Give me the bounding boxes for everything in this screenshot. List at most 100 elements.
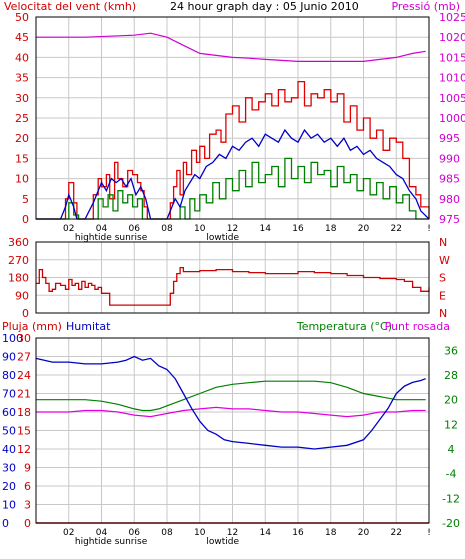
humidity-y-tick-label: 100 bbox=[2, 332, 23, 345]
temperature-y-tick-label: 36 bbox=[444, 344, 458, 357]
rain-y-tick-label: 6 bbox=[24, 480, 31, 493]
wind-x-tick-label: 12 bbox=[227, 224, 238, 234]
temperature-y-tick-label: 4 bbox=[448, 443, 455, 456]
wind-x-tick-label: 20 bbox=[358, 224, 370, 234]
rain-x-tick-label: 08 bbox=[161, 528, 173, 538]
wind-y-tick-label: 0 bbox=[22, 213, 29, 226]
compass-label: S bbox=[439, 272, 446, 285]
wind-x-tick-label: 08 bbox=[161, 224, 173, 234]
humidity-y-tick-label: 60 bbox=[2, 406, 16, 419]
rain-x-annotation: lowtide bbox=[206, 537, 239, 547]
humidity-y-tick-label: 30 bbox=[2, 462, 16, 475]
wind-y-tick-label: 30 bbox=[15, 92, 29, 105]
chart-title: 24 hour graph day : 05 Junio 2010 bbox=[170, 0, 359, 13]
temperature-axis-title: Temperatura (°C) bbox=[296, 320, 392, 333]
rain-x-tick-label: ! bbox=[427, 528, 431, 538]
wind-x-tick-label: 10 bbox=[194, 224, 206, 234]
humidity-y-tick-label: 70 bbox=[2, 388, 16, 401]
wind-x-tick-label: 06 bbox=[129, 224, 141, 234]
wind-low-series bbox=[36, 157, 429, 220]
humidity-series bbox=[35, 355, 426, 450]
dewpoint-series bbox=[36, 406, 426, 418]
temperature-y-tick-label: 20 bbox=[444, 394, 458, 407]
rain-x-tick-label: 02 bbox=[63, 528, 74, 538]
wind-gust-series bbox=[36, 80, 430, 220]
rain-x-tick-label: 14 bbox=[260, 528, 272, 538]
direction-y-tick-label: 180 bbox=[8, 272, 29, 285]
temperature-y-tick-label: -20 bbox=[442, 517, 460, 530]
temperature-y-tick-label: 12 bbox=[444, 418, 458, 431]
pressure-y-tick-label: 975 bbox=[439, 213, 460, 226]
rain-x-annotation: sunrise bbox=[115, 537, 148, 547]
rain-x-tick-label: 20 bbox=[358, 528, 370, 538]
wind-x-tick-label: 14 bbox=[260, 224, 272, 234]
wind-x-tick-label: 02 bbox=[63, 224, 74, 234]
pressure-y-tick-label: 995 bbox=[439, 132, 460, 145]
compass-label: E bbox=[439, 289, 446, 302]
rain-x-tick-label: 04 bbox=[96, 528, 108, 538]
wind-x-tick-label: 18 bbox=[325, 224, 337, 234]
pressure-axis-title: Pressió (mb) bbox=[391, 0, 460, 13]
rain-y-tick-label: 3 bbox=[24, 499, 31, 512]
wind-y-tick-label: 45 bbox=[15, 31, 29, 44]
wind-y-tick-label: 10 bbox=[15, 173, 29, 186]
temperature-y-tick-label: -4 bbox=[446, 468, 457, 481]
wind-y-tick-label: 15 bbox=[15, 152, 29, 165]
humidity-y-tick-label: 80 bbox=[2, 369, 16, 382]
rain-axis-title: Pluja (mm) bbox=[2, 320, 62, 333]
rain-x-tick-label: 12 bbox=[227, 528, 238, 538]
humidity-y-tick-label: 50 bbox=[2, 425, 16, 438]
compass-label: N bbox=[439, 236, 447, 249]
wind-average-series bbox=[36, 128, 430, 220]
rain-x-tick-label: 22 bbox=[391, 528, 402, 538]
rain-y-tick-label: 21 bbox=[17, 388, 31, 401]
pressure-y-tick-label: 1000 bbox=[439, 112, 465, 125]
humidity-y-tick-label: 10 bbox=[2, 499, 16, 512]
compass-label: N bbox=[439, 307, 447, 320]
compass-label: W bbox=[439, 254, 450, 267]
temperature-series bbox=[36, 380, 426, 412]
humidity-y-tick-label: 90 bbox=[2, 351, 16, 364]
pressure-y-tick-label: 1015 bbox=[439, 51, 465, 64]
pressure-y-tick-label: 1020 bbox=[439, 31, 465, 44]
wind-pressure-panel: 02 04 06 08 10 12 14 16 18 20 22 !05101520253035404… bbox=[15, 11, 465, 243]
wind-x-tick-label: 22 bbox=[391, 224, 402, 234]
wind-y-tick-label: 40 bbox=[15, 51, 29, 64]
direction-y-tick-label: 0 bbox=[22, 307, 29, 320]
direction-y-tick-label: 90 bbox=[15, 289, 29, 302]
rain-x-tick-label: 16 bbox=[292, 528, 304, 538]
rain-y-tick-label: 12 bbox=[17, 443, 31, 456]
pressure-y-tick-label: 980 bbox=[439, 193, 460, 206]
rain-plot-frame bbox=[35, 337, 430, 524]
wind-plot-frame bbox=[35, 16, 430, 220]
rain-x-annotation: hightide bbox=[75, 537, 112, 547]
rain-y-tick-label: 24 bbox=[17, 369, 31, 382]
wind-y-tick-label: 25 bbox=[15, 112, 29, 125]
wind-x-tick-label: 04 bbox=[96, 224, 108, 234]
temperature-y-tick-label: -12 bbox=[442, 492, 460, 505]
temperature-y-tick-label: 28 bbox=[444, 369, 458, 382]
rain-x-tick-label: 10 bbox=[194, 528, 206, 538]
rain-y-tick-label: 18 bbox=[17, 406, 31, 419]
rain-y-tick-label: 0 bbox=[24, 517, 31, 530]
wind-x-annotation: sunrise bbox=[115, 233, 148, 243]
pressure-y-tick-label: 1005 bbox=[439, 92, 465, 105]
rain-y-tick-label: 30 bbox=[17, 332, 31, 345]
wind-x-annotation: lowtide bbox=[206, 233, 239, 243]
direction-y-tick-label: 270 bbox=[8, 254, 29, 267]
wind-x-tick-label: ! bbox=[427, 224, 431, 234]
direction-plot-frame bbox=[35, 241, 430, 314]
rain-y-tick-label: 9 bbox=[24, 462, 31, 475]
humidity-y-tick-label: 0 bbox=[2, 517, 9, 530]
direction-y-tick-label: 360 bbox=[8, 236, 29, 249]
wind-direction-series bbox=[36, 266, 430, 306]
pressure-y-tick-label: 1010 bbox=[439, 72, 465, 85]
wind-x-tick-label: 16 bbox=[292, 224, 304, 234]
pressure-y-tick-label: 985 bbox=[439, 173, 460, 186]
rain-y-tick-label: 27 bbox=[17, 351, 31, 364]
pressure-y-tick-label: 1025 bbox=[439, 11, 465, 24]
wind-y-tick-label: 20 bbox=[15, 132, 29, 145]
